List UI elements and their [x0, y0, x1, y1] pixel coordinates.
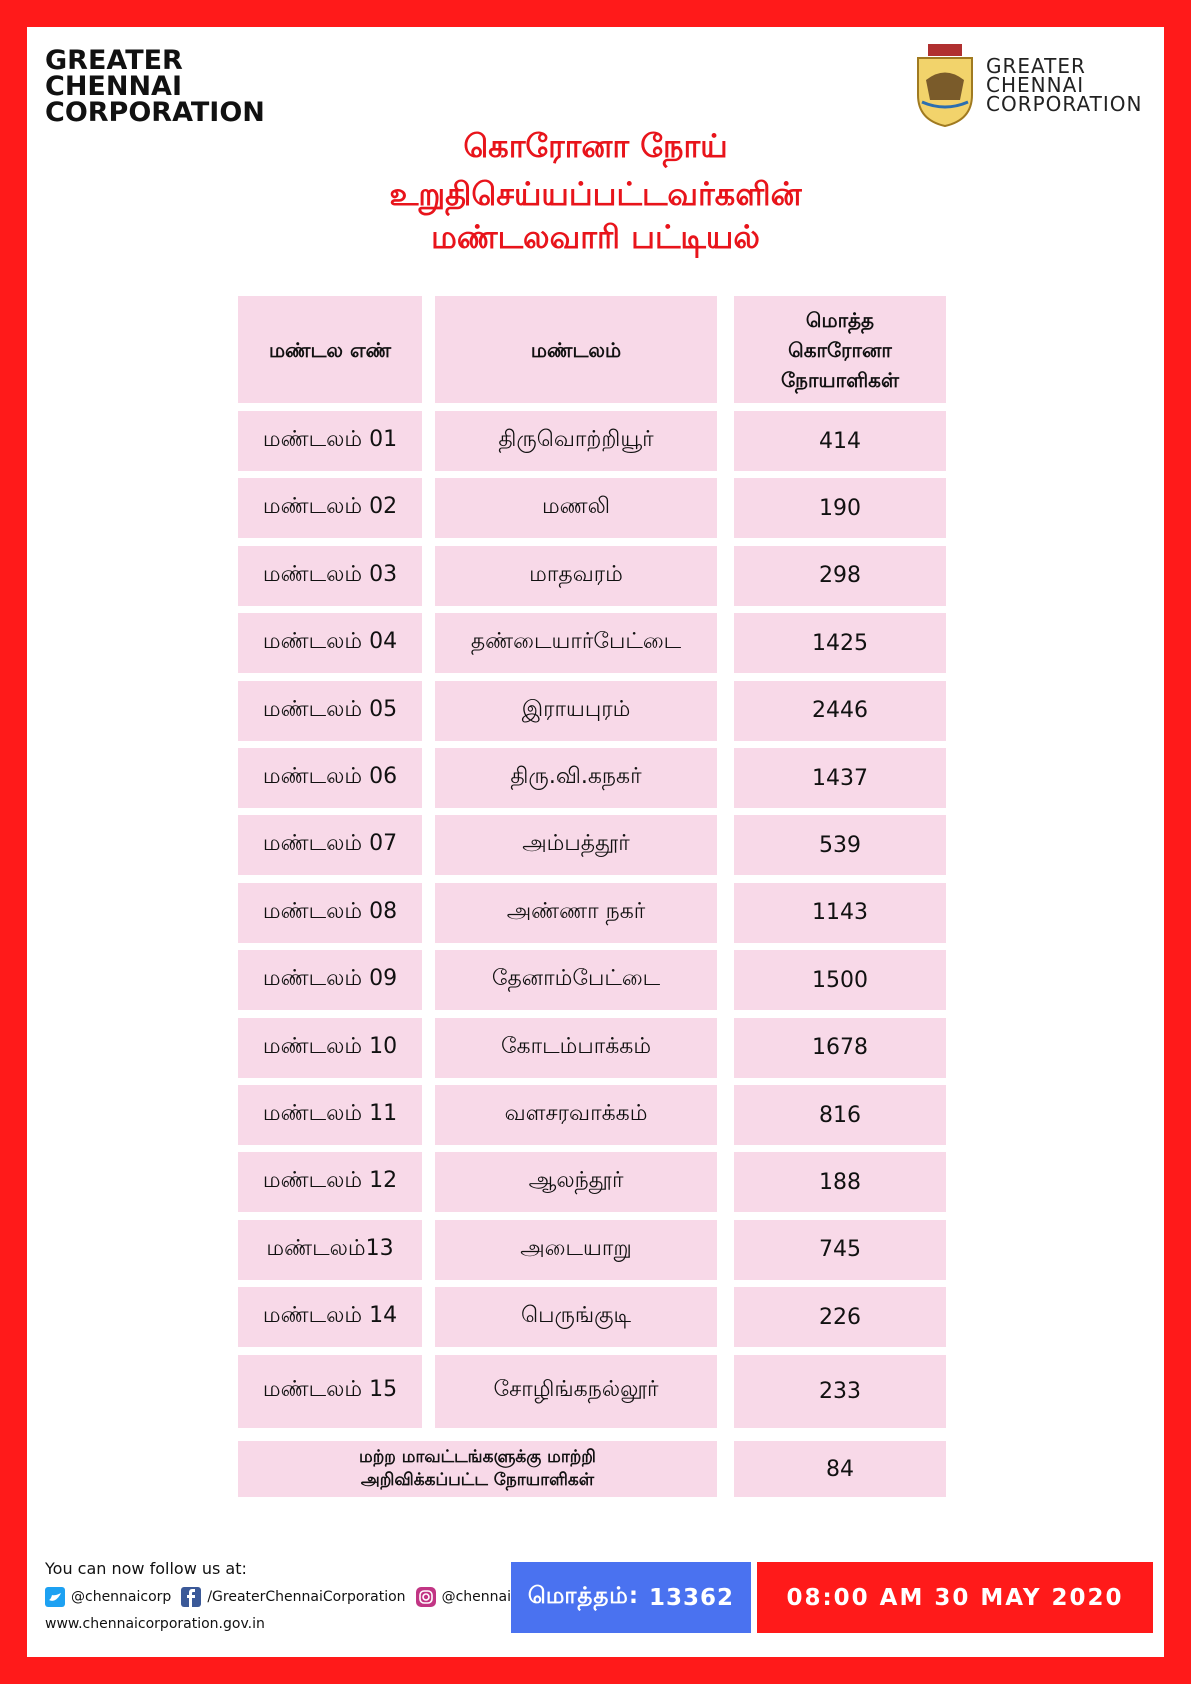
- logo-line: CHENNAI: [986, 73, 1085, 97]
- zone-number: மண்டலம் 01: [238, 411, 422, 471]
- zone-number: மண்டலம் 09: [238, 950, 422, 1011]
- social-row: @chennaicorp /GreaterChennaiCorporation …: [45, 1587, 542, 1607]
- zone-name: அம்பத்தூர்: [435, 815, 717, 876]
- zone-name: திரு.வி.கநகர்: [435, 748, 717, 808]
- column-header: மொத்த கொரோனா நோயாளிகள்: [734, 296, 946, 403]
- zone-number: மண்டலம் 15: [238, 1354, 422, 1428]
- other-label-line: அறிவிக்கப்பட்ட நோயாளிகள்: [360, 1470, 595, 1490]
- zone-number: மண்டலம் 06: [238, 748, 422, 808]
- zone-name: அடையாறு: [435, 1219, 717, 1280]
- case-count: 1678: [734, 1017, 946, 1078]
- column-header: மண்டல எண்: [238, 296, 422, 403]
- logo-line: GREATER: [45, 45, 183, 76]
- zone-name: திருவொற்றியூர்: [435, 411, 717, 471]
- zone-number: மண்டலம் 05: [238, 680, 422, 741]
- zone-name: இராயபுரம்: [435, 680, 717, 741]
- facebook-handle[interactable]: /GreaterChennaiCorporation: [207, 1589, 406, 1605]
- case-count: 1425: [734, 613, 946, 674]
- zone-number: மண்டலம் 12: [238, 1152, 422, 1213]
- other-label: மற்ற மாவட்டங்களுக்கு மாற்றி அறிவிக்கப்பட்…: [238, 1441, 717, 1497]
- zone-name: சோழிங்கநல்லூர்: [435, 1354, 717, 1428]
- follow-text: You can now follow us at:: [45, 1559, 247, 1578]
- case-count: 745: [734, 1219, 946, 1280]
- timestamp: 08:00 AM 30 MAY 2020: [757, 1562, 1153, 1633]
- case-count: 233: [734, 1354, 946, 1428]
- case-count: 1437: [734, 748, 946, 808]
- zone-name: மாதவரம்: [435, 545, 717, 606]
- zone-number: மண்டலம் 03: [238, 545, 422, 606]
- instagram-icon: [415, 1587, 436, 1607]
- title-line: கொரோனா நோய்: [463, 127, 728, 165]
- zone-number: மண்டலம் 04: [238, 613, 422, 674]
- title-line: உறுதிசெய்யப்பட்டவர்களின்: [389, 175, 802, 213]
- title-line: மண்டலவாரி பட்டியல்: [431, 218, 760, 256]
- case-count: 816: [734, 1085, 946, 1145]
- zone-number: மண்டலம்13: [238, 1219, 422, 1280]
- total-value: 13362: [649, 1584, 735, 1611]
- twitter-icon: [45, 1587, 65, 1607]
- zone-name: தேனாம்பேட்டை: [435, 950, 717, 1011]
- zone-number: மண்டலம் 11: [238, 1085, 422, 1145]
- left-logo: GREATER CHENNAI CORPORATION: [45, 45, 265, 128]
- zone-number: மண்டலம் 14: [238, 1287, 422, 1348]
- zone-number: மண்டலம் 02: [238, 478, 422, 539]
- case-count: 190: [734, 478, 946, 539]
- total-label: மொத்தம்:: [527, 1583, 640, 1609]
- total-box: மொத்தம்: 13362: [511, 1562, 751, 1633]
- zone-name: பெருங்குடி: [435, 1287, 717, 1348]
- other-count: 84: [734, 1441, 946, 1497]
- zone-number: மண்டலம் 07: [238, 815, 422, 876]
- case-count: 1500: [734, 950, 946, 1011]
- case-count: 539: [734, 815, 946, 876]
- zone-number: மண்டலம் 08: [238, 882, 422, 943]
- zone-name: கோடம்பாக்கம்: [435, 1017, 717, 1078]
- case-count: 1143: [734, 882, 946, 943]
- case-count: 226: [734, 1287, 946, 1348]
- zone-name: அண்ணா நகர்: [435, 882, 717, 943]
- zone-name: வளசரவாக்கம்: [435, 1085, 717, 1145]
- twitter-handle[interactable]: @chennaicorp: [71, 1589, 172, 1605]
- zone-name: ஆலந்தூர்: [435, 1152, 717, 1213]
- emblem: [917, 44, 973, 128]
- logo-line: CORPORATION: [45, 97, 265, 128]
- case-count: 2446: [734, 680, 946, 741]
- logo-line: CHENNAI: [45, 71, 182, 102]
- logo-line: GREATER: [986, 54, 1086, 78]
- zone-name: தண்டையார்பேட்டை: [435, 613, 717, 674]
- facebook-icon: [181, 1587, 202, 1607]
- case-count: 188: [734, 1152, 946, 1213]
- column-header: மண்டலம்: [435, 296, 717, 403]
- case-count: 414: [734, 411, 946, 471]
- zone-number: மண்டலம் 10: [238, 1017, 422, 1078]
- case-count: 298: [734, 545, 946, 606]
- zone-name: மணலி: [435, 478, 717, 539]
- other-label-line: மற்ற மாவட்டங்களுக்கு மாற்றி: [359, 1447, 596, 1467]
- right-logo: GREATER CHENNAI CORPORATION: [986, 54, 1143, 116]
- website[interactable]: www.chennaicorporation.gov.in: [45, 1616, 265, 1632]
- logo-line: CORPORATION: [986, 92, 1143, 116]
